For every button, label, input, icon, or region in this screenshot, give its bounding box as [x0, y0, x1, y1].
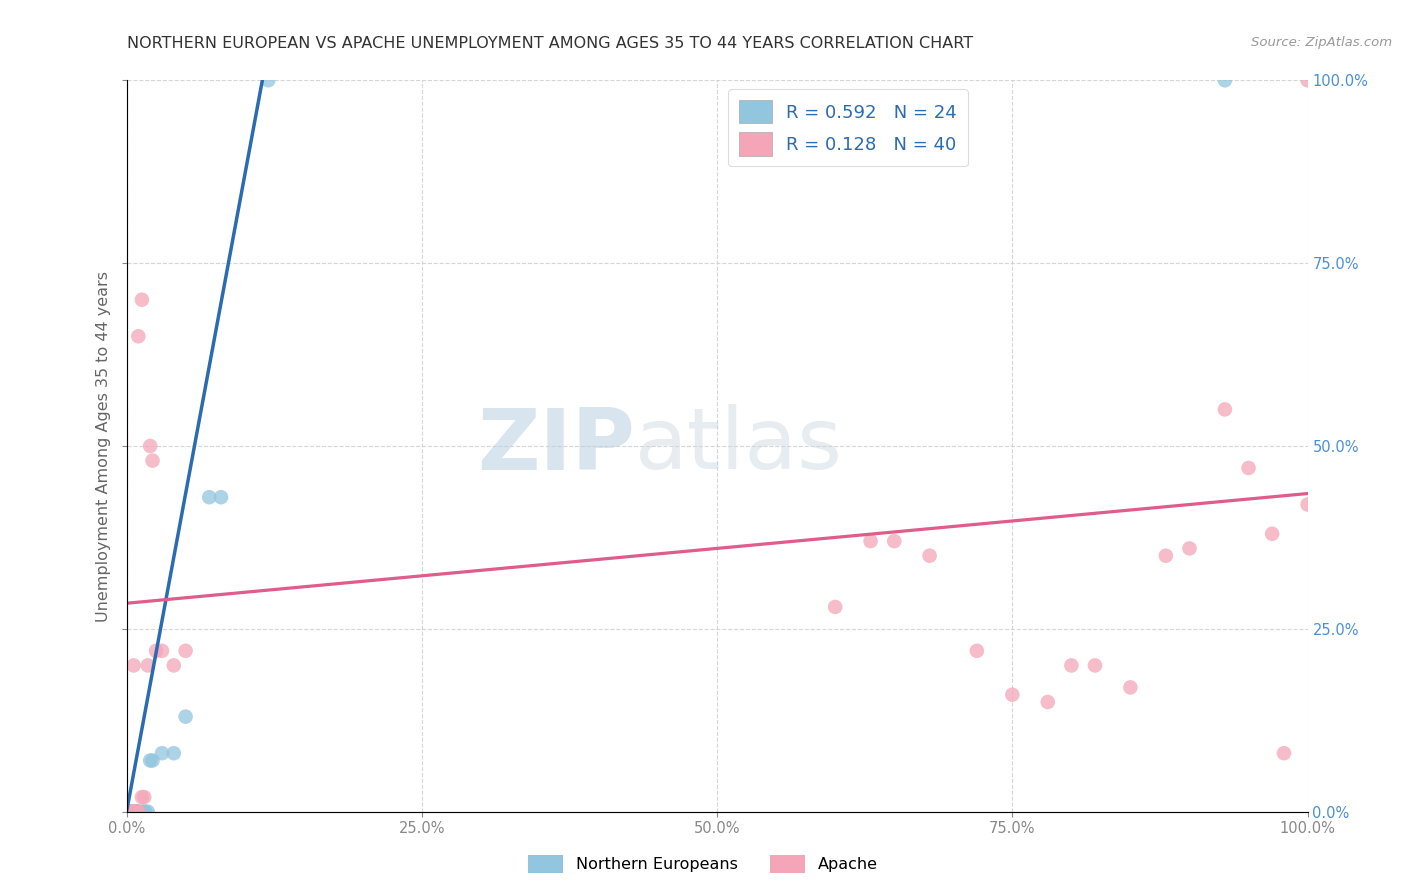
Point [1261, 526, 1284, 541]
Point [118, 805, 141, 819]
Point [163, 658, 186, 673]
Point [859, 534, 882, 549]
Point [122, 805, 145, 819]
Point [120, 805, 142, 819]
Point [136, 658, 159, 673]
Point [141, 453, 163, 467]
Point [1036, 695, 1059, 709]
Point [127, 805, 149, 819]
Point [120, 805, 142, 819]
Point [118, 805, 141, 819]
Point [131, 293, 153, 307]
Point [1178, 541, 1201, 556]
Point [966, 644, 988, 658]
Point [125, 805, 148, 819]
Point [117, 805, 139, 819]
Point [1154, 549, 1177, 563]
Point [150, 644, 173, 658]
Point [122, 805, 145, 819]
Y-axis label: Unemployment Among Ages 35 to 44 years: Unemployment Among Ages 35 to 44 years [96, 270, 111, 622]
Point [150, 746, 173, 760]
Point [124, 805, 146, 819]
Point [1213, 73, 1236, 87]
Legend: R = 0.592   N = 24, R = 0.128   N = 40: R = 0.592 N = 24, R = 0.128 N = 40 [728, 89, 967, 167]
Point [136, 805, 159, 819]
Text: atlas: atlas [634, 404, 842, 488]
Point [127, 805, 149, 819]
Point [124, 805, 146, 819]
Point [127, 805, 149, 819]
Text: ZIP: ZIP [477, 404, 634, 488]
Point [131, 805, 153, 819]
Point [117, 805, 139, 819]
Point [141, 754, 163, 768]
Point [209, 490, 232, 504]
Point [121, 805, 143, 819]
Point [174, 644, 197, 658]
Point [145, 644, 167, 658]
Point [134, 805, 156, 819]
Point [1060, 658, 1083, 673]
Point [122, 658, 145, 673]
Point [198, 490, 221, 504]
Point [120, 805, 142, 819]
Point [257, 73, 280, 87]
Point [139, 439, 162, 453]
Point [918, 549, 941, 563]
Point [120, 805, 142, 819]
Point [1272, 746, 1295, 760]
Point [163, 746, 186, 760]
Point [824, 599, 846, 614]
Point [121, 805, 143, 819]
Point [1001, 688, 1024, 702]
Point [1296, 498, 1319, 512]
Point [1119, 681, 1142, 695]
Text: NORTHERN EUROPEAN VS APACHE UNEMPLOYMENT AMONG AGES 35 TO 44 YEARS CORRELATION C: NORTHERN EUROPEAN VS APACHE UNEMPLOYMENT… [127, 36, 973, 51]
Point [125, 805, 148, 819]
Legend: Northern Europeans, Apache: Northern Europeans, Apache [522, 848, 884, 880]
Point [131, 790, 153, 805]
Point [1296, 73, 1319, 87]
Text: Source: ZipAtlas.com: Source: ZipAtlas.com [1251, 36, 1392, 49]
Point [883, 534, 905, 549]
Point [1213, 402, 1236, 417]
Point [1237, 461, 1260, 475]
Point [139, 754, 162, 768]
Point [128, 805, 150, 819]
Point [134, 805, 156, 819]
Point [127, 329, 149, 343]
Point [174, 709, 197, 723]
Point [1084, 658, 1107, 673]
Point [127, 805, 149, 819]
Point [134, 790, 156, 805]
